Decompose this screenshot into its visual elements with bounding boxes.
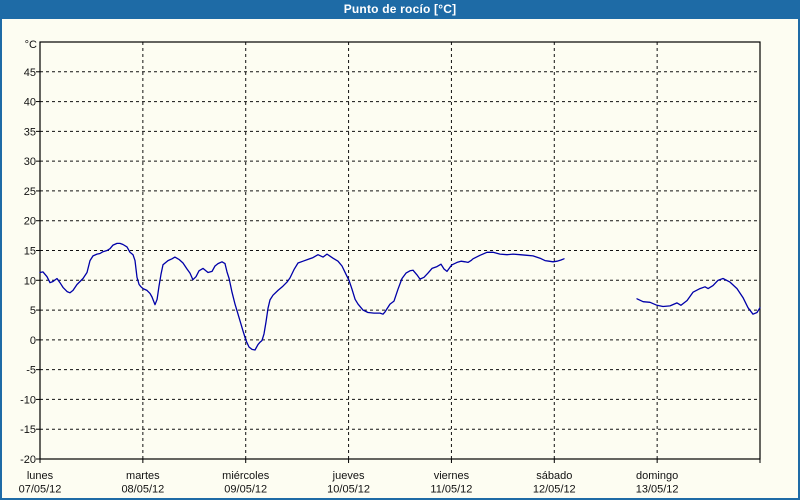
x-axis-date-label: 09/05/12	[224, 484, 267, 496]
x-axis-day-label: viernes	[434, 470, 470, 482]
y-axis-tick-label: 10	[24, 275, 36, 287]
y-axis-tick-label: 45	[24, 67, 36, 79]
x-axis-day-label: miércoles	[222, 470, 270, 482]
x-axis-date-label: 08/05/12	[121, 484, 164, 496]
y-axis-tick-label: 5	[30, 305, 36, 317]
x-axis-date-label: 12/05/12	[533, 484, 576, 496]
x-axis-day-label: sábado	[536, 470, 572, 482]
x-axis-day-label: lunes	[27, 470, 54, 482]
y-axis-tick-label: -20	[20, 454, 36, 466]
y-axis-tick-label: 35	[24, 126, 36, 138]
y-axis-tick-label: -10	[20, 394, 36, 406]
y-axis-tick-label: 30	[24, 156, 36, 168]
x-axis-day-label: jueves	[332, 470, 365, 482]
x-axis-date-label: 10/05/12	[327, 484, 370, 496]
y-axis-tick-label: 0	[30, 335, 36, 347]
x-axis-date-label: 07/05/12	[19, 484, 62, 496]
dew-point-segment-1	[39, 242, 565, 351]
dew-point-segment-2	[636, 277, 761, 315]
x-axis-date-label: 13/05/12	[636, 484, 679, 496]
x-axis-day-label: domingo	[636, 470, 678, 482]
x-axis-day-label: martes	[126, 470, 160, 482]
y-axis-tick-label: 40	[24, 97, 36, 109]
y-axis-tick-label: -15	[20, 424, 36, 436]
y-axis-tick-label: 25	[24, 186, 36, 198]
chart-title-bar: Punto de rocío [°C]	[0, 0, 800, 19]
y-axis-tick-label: -5	[26, 365, 36, 377]
chart-title: Punto de rocío [°C]	[343, 2, 457, 16]
y-axis-tick-label: 15	[24, 246, 36, 258]
y-axis-unit-label: °C	[25, 39, 37, 51]
y-axis-tick-label: 20	[24, 216, 36, 228]
x-axis-date-label: 11/05/12	[430, 484, 472, 496]
